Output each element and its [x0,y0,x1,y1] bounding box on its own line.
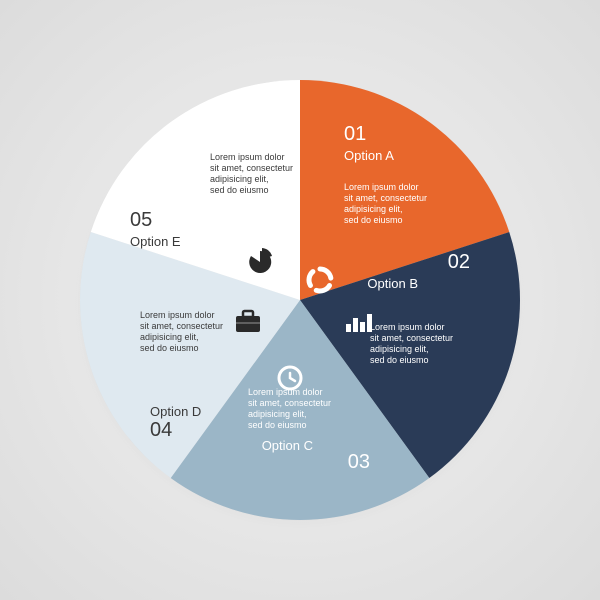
segment-b-option: Option B [367,276,418,291]
segment-e-number: 05 [130,209,152,231]
circular-infographic: { "chart": { "type": "pie-infographic", … [0,0,600,600]
segment-b-number: 02 [448,251,470,273]
segment-d-option: Option D [150,404,201,419]
segment-d-number: 04 [150,419,172,441]
segment-a-number: 01 [344,123,366,145]
segment-a-option: Option A [344,148,394,163]
segment-c-number: 03 [348,451,370,473]
pie-svg: 01Option ALorem ipsum dolorsit amet, con… [0,0,600,600]
segment-e-option: Option E [130,234,181,249]
segment-c-option: Option C [262,438,313,453]
